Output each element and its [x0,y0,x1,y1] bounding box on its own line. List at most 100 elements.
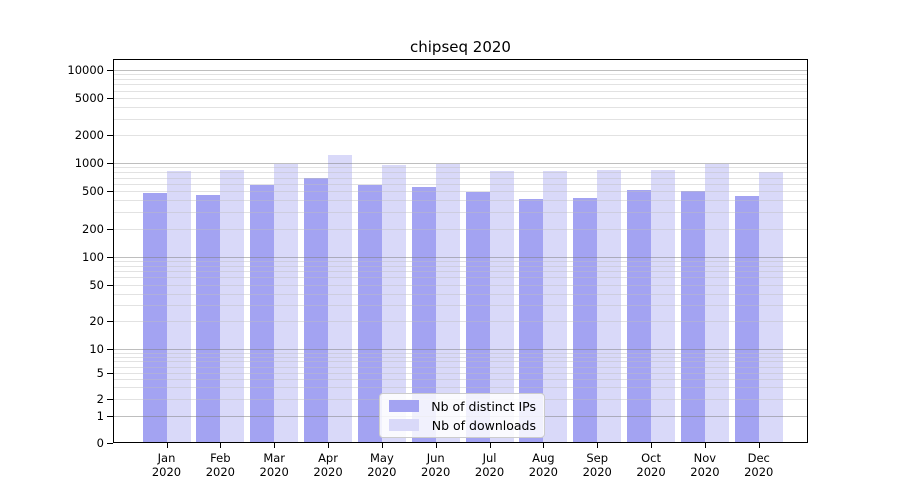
gridline-minor-30 [114,305,807,307]
gridline-major-10 [114,349,807,350]
x-tick-sep [597,443,599,448]
x-tick-year-jun: 2020 [421,465,451,479]
x-tick-label-jun: Jun 2020 [408,451,464,479]
bar-downloads-mar [274,163,299,442]
legend-item-downloads: Nb of downloads [389,418,536,433]
gridline-minor-900 [114,167,807,169]
bar-ips-may [357,184,382,442]
x-tick-month-may: May [369,451,394,465]
x-tick-year-may: 2020 [367,465,397,479]
y-tick-label-20: 20 [89,314,104,329]
x-tick-label-feb: Feb 2020 [192,451,248,479]
y-tick-10 [107,349,113,350]
y-tick-label-500: 500 [82,184,104,199]
bar-ips-apr [304,177,329,442]
x-tick-feb [220,443,222,448]
x-tick-month-apr: Apr [318,451,338,465]
bar-downloads-dec [758,171,783,442]
x-tick-jun [435,443,437,448]
y-tick-label-10000: 10000 [67,63,104,77]
x-tick-label-jul: Jul 2020 [462,451,518,479]
x-tick-month-nov: Nov [693,451,717,465]
gridline-minor-60 [114,277,807,279]
legend-swatch-downloads [389,419,419,431]
y-tick-1000 [107,163,113,164]
bar-downloads-nov [704,163,729,442]
bar-ips-jan [142,193,167,442]
bar-ips-dec [734,195,759,442]
gridline-minor-200 [114,228,807,230]
bar-downloads-sep [597,170,622,442]
y-tick-label-1: 1 [96,409,104,423]
x-tick-label-dec: Dec 2020 [731,451,787,479]
gridline-minor-40 [114,293,807,295]
bar-downloads-jan [166,170,191,442]
x-tick-year-apr: 2020 [313,465,343,479]
x-tick-year-aug: 2020 [528,465,559,479]
x-tick-month-sep: Sep [586,451,609,465]
x-tick-apr [328,443,330,448]
x-tick-label-sep: Sep 2020 [569,451,625,479]
gridline-minor-20 [114,321,807,323]
x-tick-year-sep: 2020 [582,465,612,479]
gridline-minor-3000 [114,118,807,120]
x-tick-label-mar: Mar 2020 [246,451,302,479]
y-tick-label-1000: 1000 [74,156,104,170]
x-tick-year-nov: 2020 [690,465,720,479]
x-tick-label-jan: Jan 2020 [139,451,195,479]
legend-item-distinct-ips: Nb of distinct IPs [389,399,536,414]
legend: Nb of distinct IPs Nb of downloads [379,393,545,438]
y-tick-20 [107,321,113,323]
gridline-minor-4000 [114,107,807,108]
x-tick-month-jun: Jun [426,451,445,465]
x-tick-month-aug: Aug [532,451,555,465]
gridline-minor-70 [114,271,807,273]
y-tick-label-10: 10 [89,342,104,356]
x-tick-month-oct: Oct [641,451,661,465]
legend-swatch-distinct-ips [389,400,419,412]
y-tick-label-0: 0 [96,436,104,450]
gridline-minor-6000 [114,90,807,92]
bar-downloads-aug [543,171,568,442]
y-tick-label-200: 200 [82,221,104,236]
gridline-major-100 [114,257,807,258]
gridline-minor-8 [114,356,807,358]
bar-ips-mar [250,184,275,442]
x-tick-label-apr: Apr 2020 [300,451,356,479]
gridline-minor-800 [114,172,807,174]
y-tick-label-50: 50 [89,277,104,292]
gridline-minor-5 [114,373,807,374]
x-tick-jan [166,443,168,448]
x-tick-oct [651,443,653,448]
gridline-minor-3 [114,387,807,389]
x-tick-label-aug: Aug 2020 [515,451,571,479]
x-tick-aug [543,443,545,448]
x-tick-year-jul: 2020 [474,465,505,479]
chart-title: chipseq 2020 [410,38,511,56]
y-tick-1 [107,416,113,417]
x-tick-month-feb: Feb [210,451,231,465]
gridline-minor-9 [114,352,807,354]
y-tick-0 [107,443,113,444]
x-tick-year-dec: 2020 [744,465,774,479]
gridline-minor-500 [114,191,807,193]
x-tick-dec [758,443,760,448]
y-tick-label-2: 2 [96,392,104,406]
x-tick-label-may: May 2020 [354,451,410,479]
x-tick-year-jan: 2020 [151,465,182,479]
y-tick-500 [107,191,113,193]
x-tick-year-feb: 2020 [205,465,235,479]
gridline-minor-90 [114,261,807,263]
bar-downloads-oct [651,169,676,442]
gridline-minor-2000 [114,135,807,136]
bar-ips-oct [627,189,652,442]
bar-downloads-feb [220,170,245,442]
y-tick-label-100: 100 [82,250,104,264]
gridline-minor-5000 [114,97,807,99]
x-tick-jul [489,443,491,448]
y-tick-5 [107,373,113,374]
gridline-minor-4 [114,379,807,381]
x-tick-year-mar: 2020 [259,465,289,479]
legend-label-downloads: Nb of downloads [431,417,536,433]
gridline-minor-600 [114,183,807,185]
